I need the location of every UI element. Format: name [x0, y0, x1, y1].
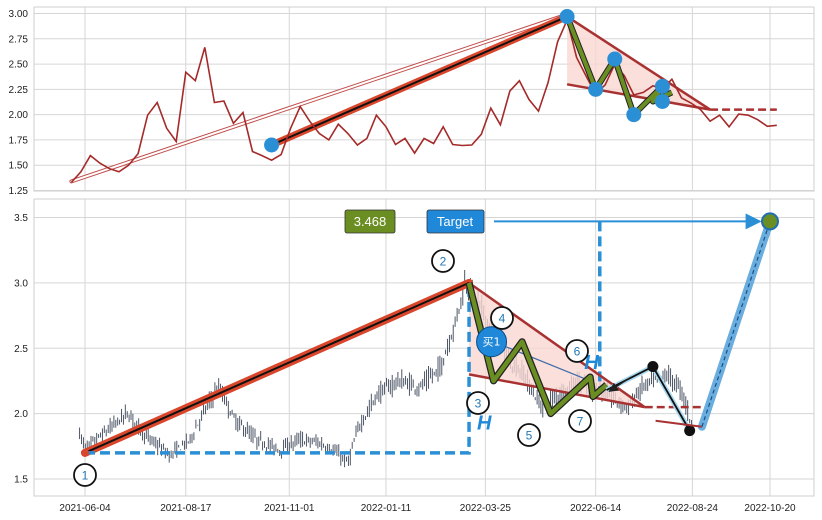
wave-number-label: 5 [526, 429, 533, 443]
wave-number-label: 3 [475, 397, 482, 411]
bottom-thin-connector [493, 341, 591, 382]
top-grid [34, 7, 814, 191]
top-pivot-point [654, 93, 670, 109]
bottom-x-tick-label: 2022-03-25 [460, 503, 512, 514]
wave-number-circle [431, 249, 455, 273]
wave-number-circle [73, 463, 97, 487]
top-y-tick-label: 1.50 [9, 161, 29, 172]
bottom-x-tick-label: 2021-08-17 [160, 503, 212, 514]
top-pivot-point [626, 107, 642, 123]
wave-number-label: 1 [82, 469, 89, 483]
bottom-y-tick-label: 1.5 [14, 475, 28, 486]
bottom-y-tick-label: 3.5 [14, 213, 28, 224]
target-point [761, 212, 779, 231]
top-pivot-point [559, 9, 575, 25]
top-y-axis: 1.25 1.50 1.75 2.00 2.25 2.50 2.75 3.00 [9, 9, 29, 197]
bottom-y-tick-label: 2.0 [14, 409, 28, 420]
top-overlay [69, 9, 777, 184]
wave-number-circle [565, 339, 589, 363]
bottom-x-axis: 2021-06-04 2021-08-17 2021-11-01 2022-01-11… [59, 503, 796, 514]
bottom-x-tick-label: 2022-06-14 [570, 503, 622, 514]
top-triangle-upper [566, 15, 711, 111]
bottom-panel: 1.52.02.53.03.5 2021-06-04 2021-08-17 2021… [14, 198, 815, 514]
height-label: H [584, 352, 599, 374]
bottom-y-tick-label: 3.0 [14, 278, 28, 289]
bottom-y-axis: 1.5 2.0 2.5 3.0 3.5 [14, 213, 28, 486]
bottom-x-tick-label: 2022-10-20 [744, 503, 796, 514]
wave-number-label: 2 [440, 255, 447, 269]
value-badge-box [344, 209, 396, 234]
bottom-black-point [684, 425, 696, 437]
top-long-channel-inner [70, 13, 569, 183]
bottom-black-point [647, 361, 659, 373]
bottom-x-tick-label: 2022-01-11 [361, 503, 412, 514]
bottom-overlay: 买1 H H 1 2 3 4 5 6 7 [73, 212, 779, 487]
bottom-zigzag-arrow [608, 376, 632, 392]
top-y-tick-label: 3.00 [9, 9, 29, 20]
wave-number-circle [517, 423, 541, 447]
target-projection-core [701, 221, 771, 427]
buy-marker-label: 买1 [483, 336, 501, 349]
wave-number-circle [568, 409, 592, 433]
top-panel: 1.25 1.50 1.75 2.00 2.25 2.50 2.75 3.00 [9, 6, 815, 197]
top-pivot-point [264, 137, 280, 153]
top-frame [33, 6, 815, 192]
top-y-tick-label: 2.00 [9, 110, 29, 121]
buy-marker [476, 326, 508, 358]
top-y-tick-label: 2.50 [9, 60, 29, 71]
wave-number-label: 4 [499, 312, 506, 326]
bottom-x-tick-label: 2021-11-01 [264, 503, 315, 514]
bottom-x-tick-label: 2021-06-04 [59, 503, 111, 514]
target-badge: Target [426, 209, 485, 234]
wave-number-label: 6 [574, 345, 581, 359]
value-badge-text: 3.468 [354, 214, 387, 229]
wave-number-circle [466, 391, 490, 415]
wave-number-circle [490, 306, 514, 330]
top-pivot-point [588, 81, 604, 97]
top-y-tick-label: 1.75 [9, 135, 29, 146]
top-trend-core [271, 15, 568, 146]
top-pivot-point [654, 78, 670, 94]
bottom-x-tick-label: 2022-08-24 [667, 503, 719, 514]
value-badge: 3.468 [344, 209, 396, 234]
bottom-trend-core [84, 281, 470, 454]
target-badge-box [426, 209, 485, 234]
height-measure-left [85, 282, 471, 455]
bottom-y-tick-label: 2.5 [14, 344, 28, 355]
target-badge-text: Target [437, 214, 474, 229]
height-label: H [477, 412, 492, 434]
top-y-tick-label: 2.75 [9, 34, 29, 45]
bottom-wave [466, 282, 609, 416]
bottom-frame [33, 198, 815, 497]
top-pivot-point [607, 51, 623, 67]
wave-start-point [81, 448, 89, 457]
target-link [655, 419, 703, 428]
top-y-tick-label: 1.25 [9, 186, 29, 197]
wave-number-label: 7 [577, 415, 584, 429]
top-y-tick-label: 2.25 [9, 85, 29, 96]
